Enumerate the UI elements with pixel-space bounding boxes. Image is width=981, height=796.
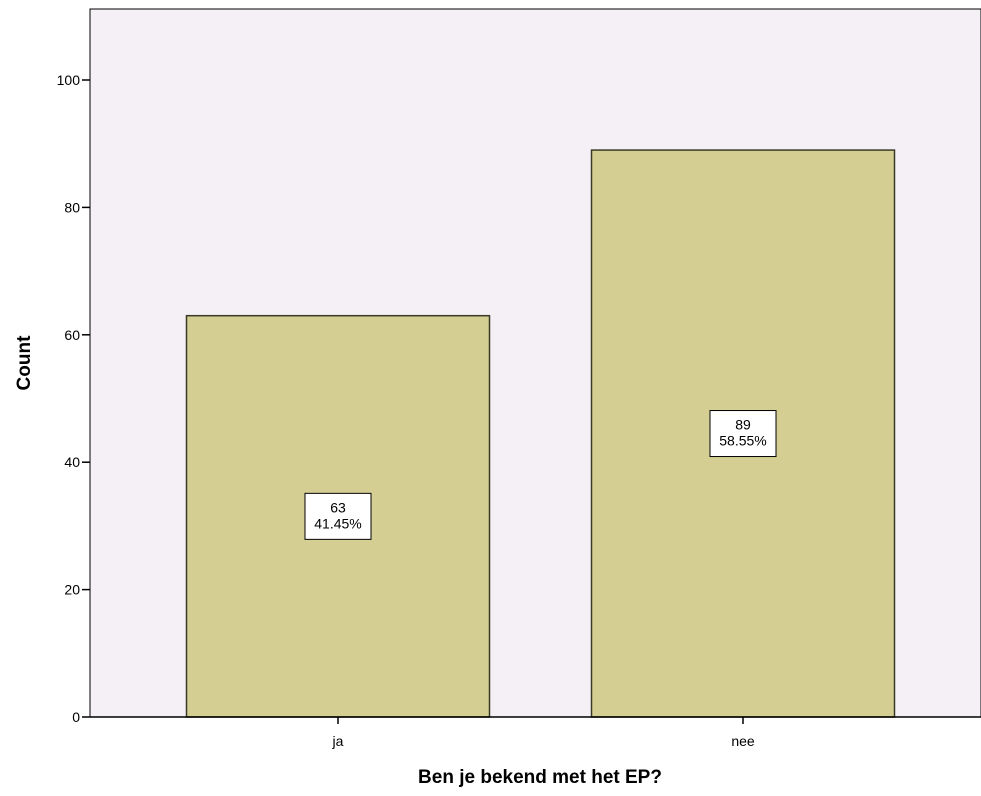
y-tick-label: 80 — [64, 199, 80, 215]
y-tick-label: 60 — [64, 327, 80, 343]
x-tick-label-nee: nee — [731, 733, 755, 749]
data-label-box — [304, 492, 372, 540]
data-label-count: 89 — [735, 417, 751, 433]
data-label-box — [709, 410, 777, 458]
y-axis-title: Count — [14, 335, 35, 391]
y-tick-label: 100 — [57, 72, 81, 88]
data-label-percent: 58.55% — [719, 433, 766, 449]
x-axis: ja nee — [90, 716, 981, 749]
data-label-count: 63 — [330, 499, 346, 515]
y-tick-label: 20 — [64, 582, 80, 598]
x-axis-title: Ben je bekend met het EP? — [418, 767, 662, 788]
x-tick-label-ja: ja — [332, 733, 344, 749]
data-label-percent: 41.45% — [314, 515, 361, 531]
y-tick-label: 0 — [72, 709, 80, 725]
y-axis: 0 20 40 60 80 100 — [57, 72, 90, 725]
y-tick-label: 40 — [64, 454, 80, 470]
